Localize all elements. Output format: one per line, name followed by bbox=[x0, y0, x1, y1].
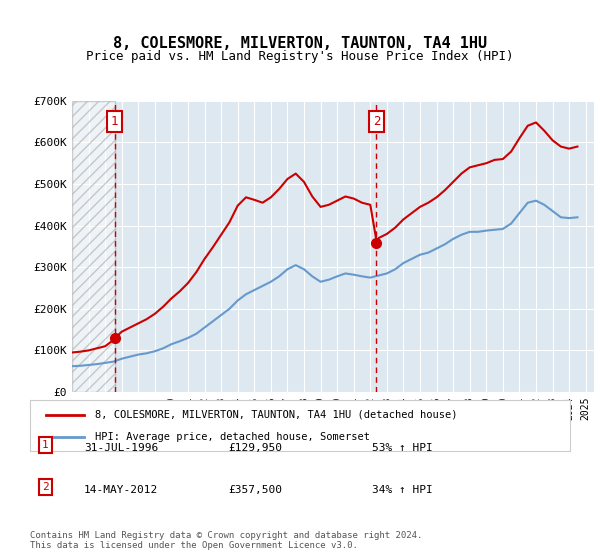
Text: 8, COLESMORE, MILVERTON, TAUNTON, TA4 1HU (detached house): 8, COLESMORE, MILVERTON, TAUNTON, TA4 1H… bbox=[95, 409, 457, 419]
Text: 31-JUL-1996: 31-JUL-1996 bbox=[84, 443, 158, 453]
Text: £129,950: £129,950 bbox=[228, 443, 282, 453]
Bar bbox=[72, 101, 115, 392]
Bar bbox=[72, 101, 115, 392]
Text: 1: 1 bbox=[42, 440, 49, 450]
Text: Price paid vs. HM Land Registry's House Price Index (HPI): Price paid vs. HM Land Registry's House … bbox=[86, 50, 514, 63]
Text: HPI: Average price, detached house, Somerset: HPI: Average price, detached house, Some… bbox=[95, 432, 370, 442]
Text: 8, COLESMORE, MILVERTON, TAUNTON, TA4 1HU: 8, COLESMORE, MILVERTON, TAUNTON, TA4 1H… bbox=[113, 36, 487, 52]
Text: 34% ↑ HPI: 34% ↑ HPI bbox=[372, 485, 433, 495]
Text: 1: 1 bbox=[111, 115, 119, 128]
Text: £357,500: £357,500 bbox=[228, 485, 282, 495]
Text: 53% ↑ HPI: 53% ↑ HPI bbox=[372, 443, 433, 453]
Text: 2: 2 bbox=[42, 482, 49, 492]
Text: 14-MAY-2012: 14-MAY-2012 bbox=[84, 485, 158, 495]
Text: 2: 2 bbox=[373, 115, 380, 128]
Text: Contains HM Land Registry data © Crown copyright and database right 2024.
This d: Contains HM Land Registry data © Crown c… bbox=[30, 530, 422, 550]
